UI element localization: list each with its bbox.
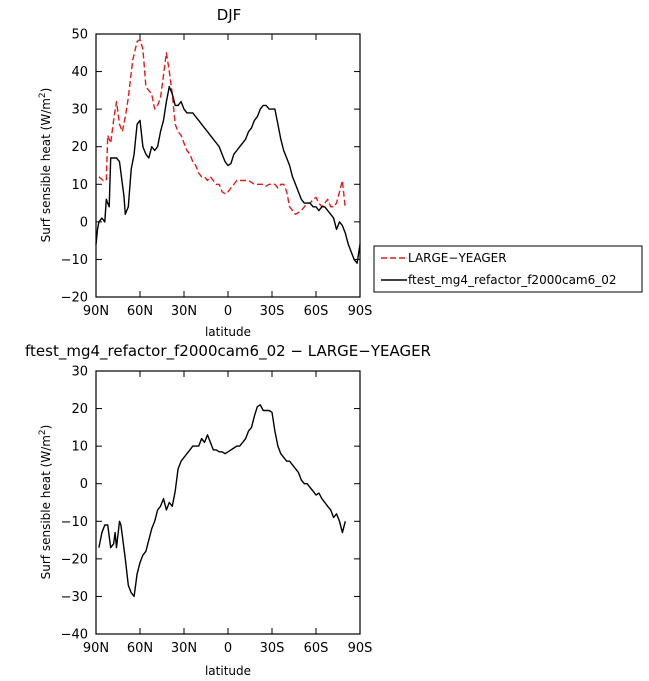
legend-box [373,245,643,293]
bottom-y-tick-label: −40 [61,628,88,643]
legend-label-large-yeager: LARGE−YEAGER [408,251,507,265]
top-series-line-1 [95,85,361,264]
top-y-tick-label: 50 [71,28,88,43]
top-y-tick-label: 10 [71,178,88,193]
bottom-y-tick-label: 30 [71,365,88,380]
top-x-tick-label: 0 [224,304,232,319]
top-x-tick-label: 90S [348,304,373,319]
top-x-tick-label: 30S [260,304,285,319]
top-x-tick-label: 30N [171,304,197,319]
top-series-line-0 [98,38,346,216]
legend: LARGE−YEAGER ftest_mg4_refactor_f2000cam… [373,245,643,293]
top-chart-title: DJF [217,6,242,24]
bottom-y-tick-label: 20 [71,402,88,417]
bottom-x-tick-label: 60N [127,641,153,656]
top-y-axis-label: Surf sensible heat (W/m2) [38,88,53,243]
bottom-x-tick-label: 30N [171,641,197,656]
bottom-x-tick-label: 30S [260,641,285,656]
bottom-x-tick-label: 60S [304,641,329,656]
top-y-tick-label: 40 [71,65,88,80]
bottom-plot-frame [95,370,361,635]
bottom-y-tick-label: −30 [61,590,88,605]
bottom-x-tick-label: 90S [348,641,373,656]
top-chart: DJF 90N 60N 30N 0 30S 60S 90S −20 −10 0 10 20 30 40 50… [38,6,372,339]
bottom-y-tick-label: 10 [71,440,88,455]
top-y-tick-label: −20 [61,291,88,306]
top-y-tick-label: 30 [71,103,88,118]
top-x-tick-label: 90N [83,304,109,319]
bottom-chart-title: ftest_mg4_refactor_f2000cam6_02 − LARGE−… [25,342,431,361]
top-y-tick-label: 0 [80,215,88,230]
bottom-y-axis-label: Surf sensible heat (W/m2) [38,425,53,580]
top-x-tick-label: 60N [127,304,153,319]
top-x-tick-label: 60S [304,304,329,319]
bottom-y-tick-label: −10 [61,515,88,530]
top-y-tick-label: 20 [71,140,88,155]
bottom-series-line-0 [98,404,346,598]
bottom-x-axis-label: latitude [205,664,251,678]
bottom-chart: ftest_mg4_refactor_f2000cam6_02 − LARGE−… [25,342,431,678]
legend-label-ftest: ftest_mg4_refactor_f2000cam6_02 [408,273,617,287]
bottom-y-tick-label: −20 [61,552,88,567]
bottom-x-tick-label: 90N [83,641,109,656]
top-y-tick-label: −10 [61,253,88,268]
bottom-y-tick-label: 0 [80,477,88,492]
bottom-x-tick-label: 0 [224,641,232,656]
top-plot-frame [95,33,361,298]
top-x-axis-label: latitude [205,325,251,339]
